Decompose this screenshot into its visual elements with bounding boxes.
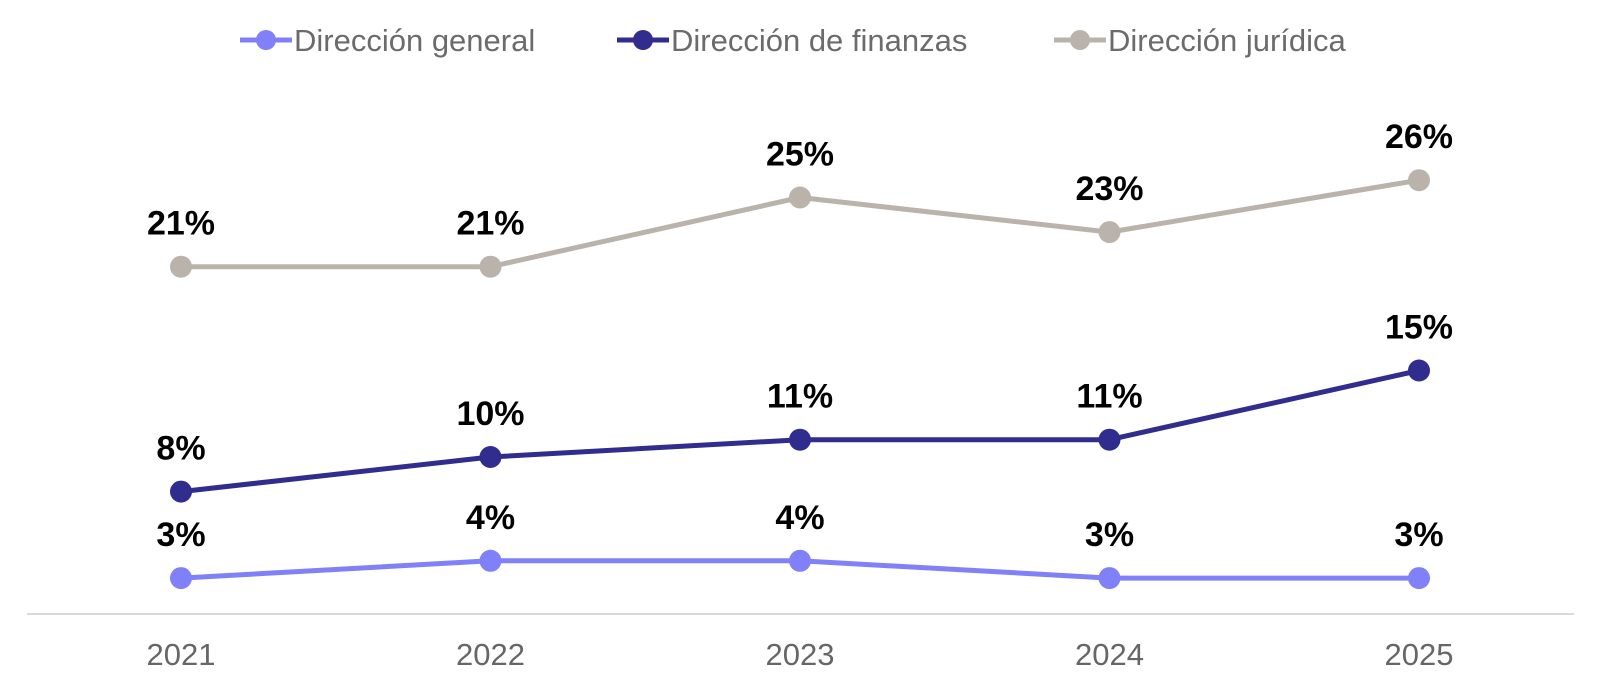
data-label: 4% [775, 499, 824, 537]
x-tick-label: 2023 [766, 637, 835, 672]
legend-entry: Dirección jurídica [1054, 23, 1347, 58]
legend-dot-marker [633, 30, 653, 50]
x-tick-label: 2025 [1385, 637, 1454, 672]
legend-dot-marker [256, 30, 276, 50]
data-point [1408, 359, 1430, 382]
data-point [170, 255, 192, 278]
series: 21% 21% 25% 23% 26% [147, 118, 1453, 278]
data-point [789, 428, 811, 451]
data-point [479, 549, 502, 572]
data-point [789, 186, 811, 209]
data-label: 15% [1385, 309, 1453, 347]
legend: Dirección general Dirección de finanzas Di… [240, 23, 1347, 58]
data-label: 11% [767, 378, 833, 416]
data-point [1098, 567, 1121, 590]
data-label: 3% [1394, 516, 1443, 554]
x-tick-label: 2021 [147, 637, 216, 672]
legend-label: Dirección de finanzas [671, 23, 967, 58]
legend-entry: Dirección de finanzas [617, 23, 967, 58]
data-label: 10% [456, 395, 524, 433]
data-label: 8% [156, 430, 205, 468]
data-label: 21% [456, 205, 524, 243]
data-point [479, 446, 502, 468]
data-point [479, 255, 502, 278]
data-point [789, 549, 811, 572]
data-label: 3% [1085, 516, 1134, 554]
data-label: 4% [466, 499, 515, 537]
data-label: 3% [156, 516, 205, 554]
plot-area: 3% 4% 4% 3% 3% 8% 10% 11% 11% 15% 21% 21% 25% 23% 26% [147, 118, 1453, 590]
legend-label: Dirección general [294, 23, 535, 58]
legend-entry: Dirección general [240, 23, 535, 58]
data-point [170, 480, 192, 503]
data-point [170, 567, 192, 590]
data-label: 26% [1385, 118, 1453, 156]
data-label: 23% [1075, 170, 1143, 208]
data-label: 11% [1076, 378, 1142, 416]
data-point [1098, 221, 1121, 244]
data-label: 25% [766, 136, 834, 174]
series: 8% 10% 11% 11% 15% [156, 309, 1453, 503]
data-point [1098, 428, 1121, 451]
x-tick-label: 2024 [1075, 637, 1144, 672]
legend-dot-marker [1070, 30, 1090, 50]
data-point [1408, 567, 1430, 590]
x-axis: 2021 2022 2023 2024 2025 [147, 637, 1454, 672]
data-point [1408, 169, 1430, 192]
legend-label: Dirección jurídica [1108, 23, 1347, 58]
data-label: 21% [147, 205, 215, 243]
series: 3% 4% 4% 3% 3% [156, 499, 1444, 590]
x-tick-label: 2022 [456, 637, 525, 672]
